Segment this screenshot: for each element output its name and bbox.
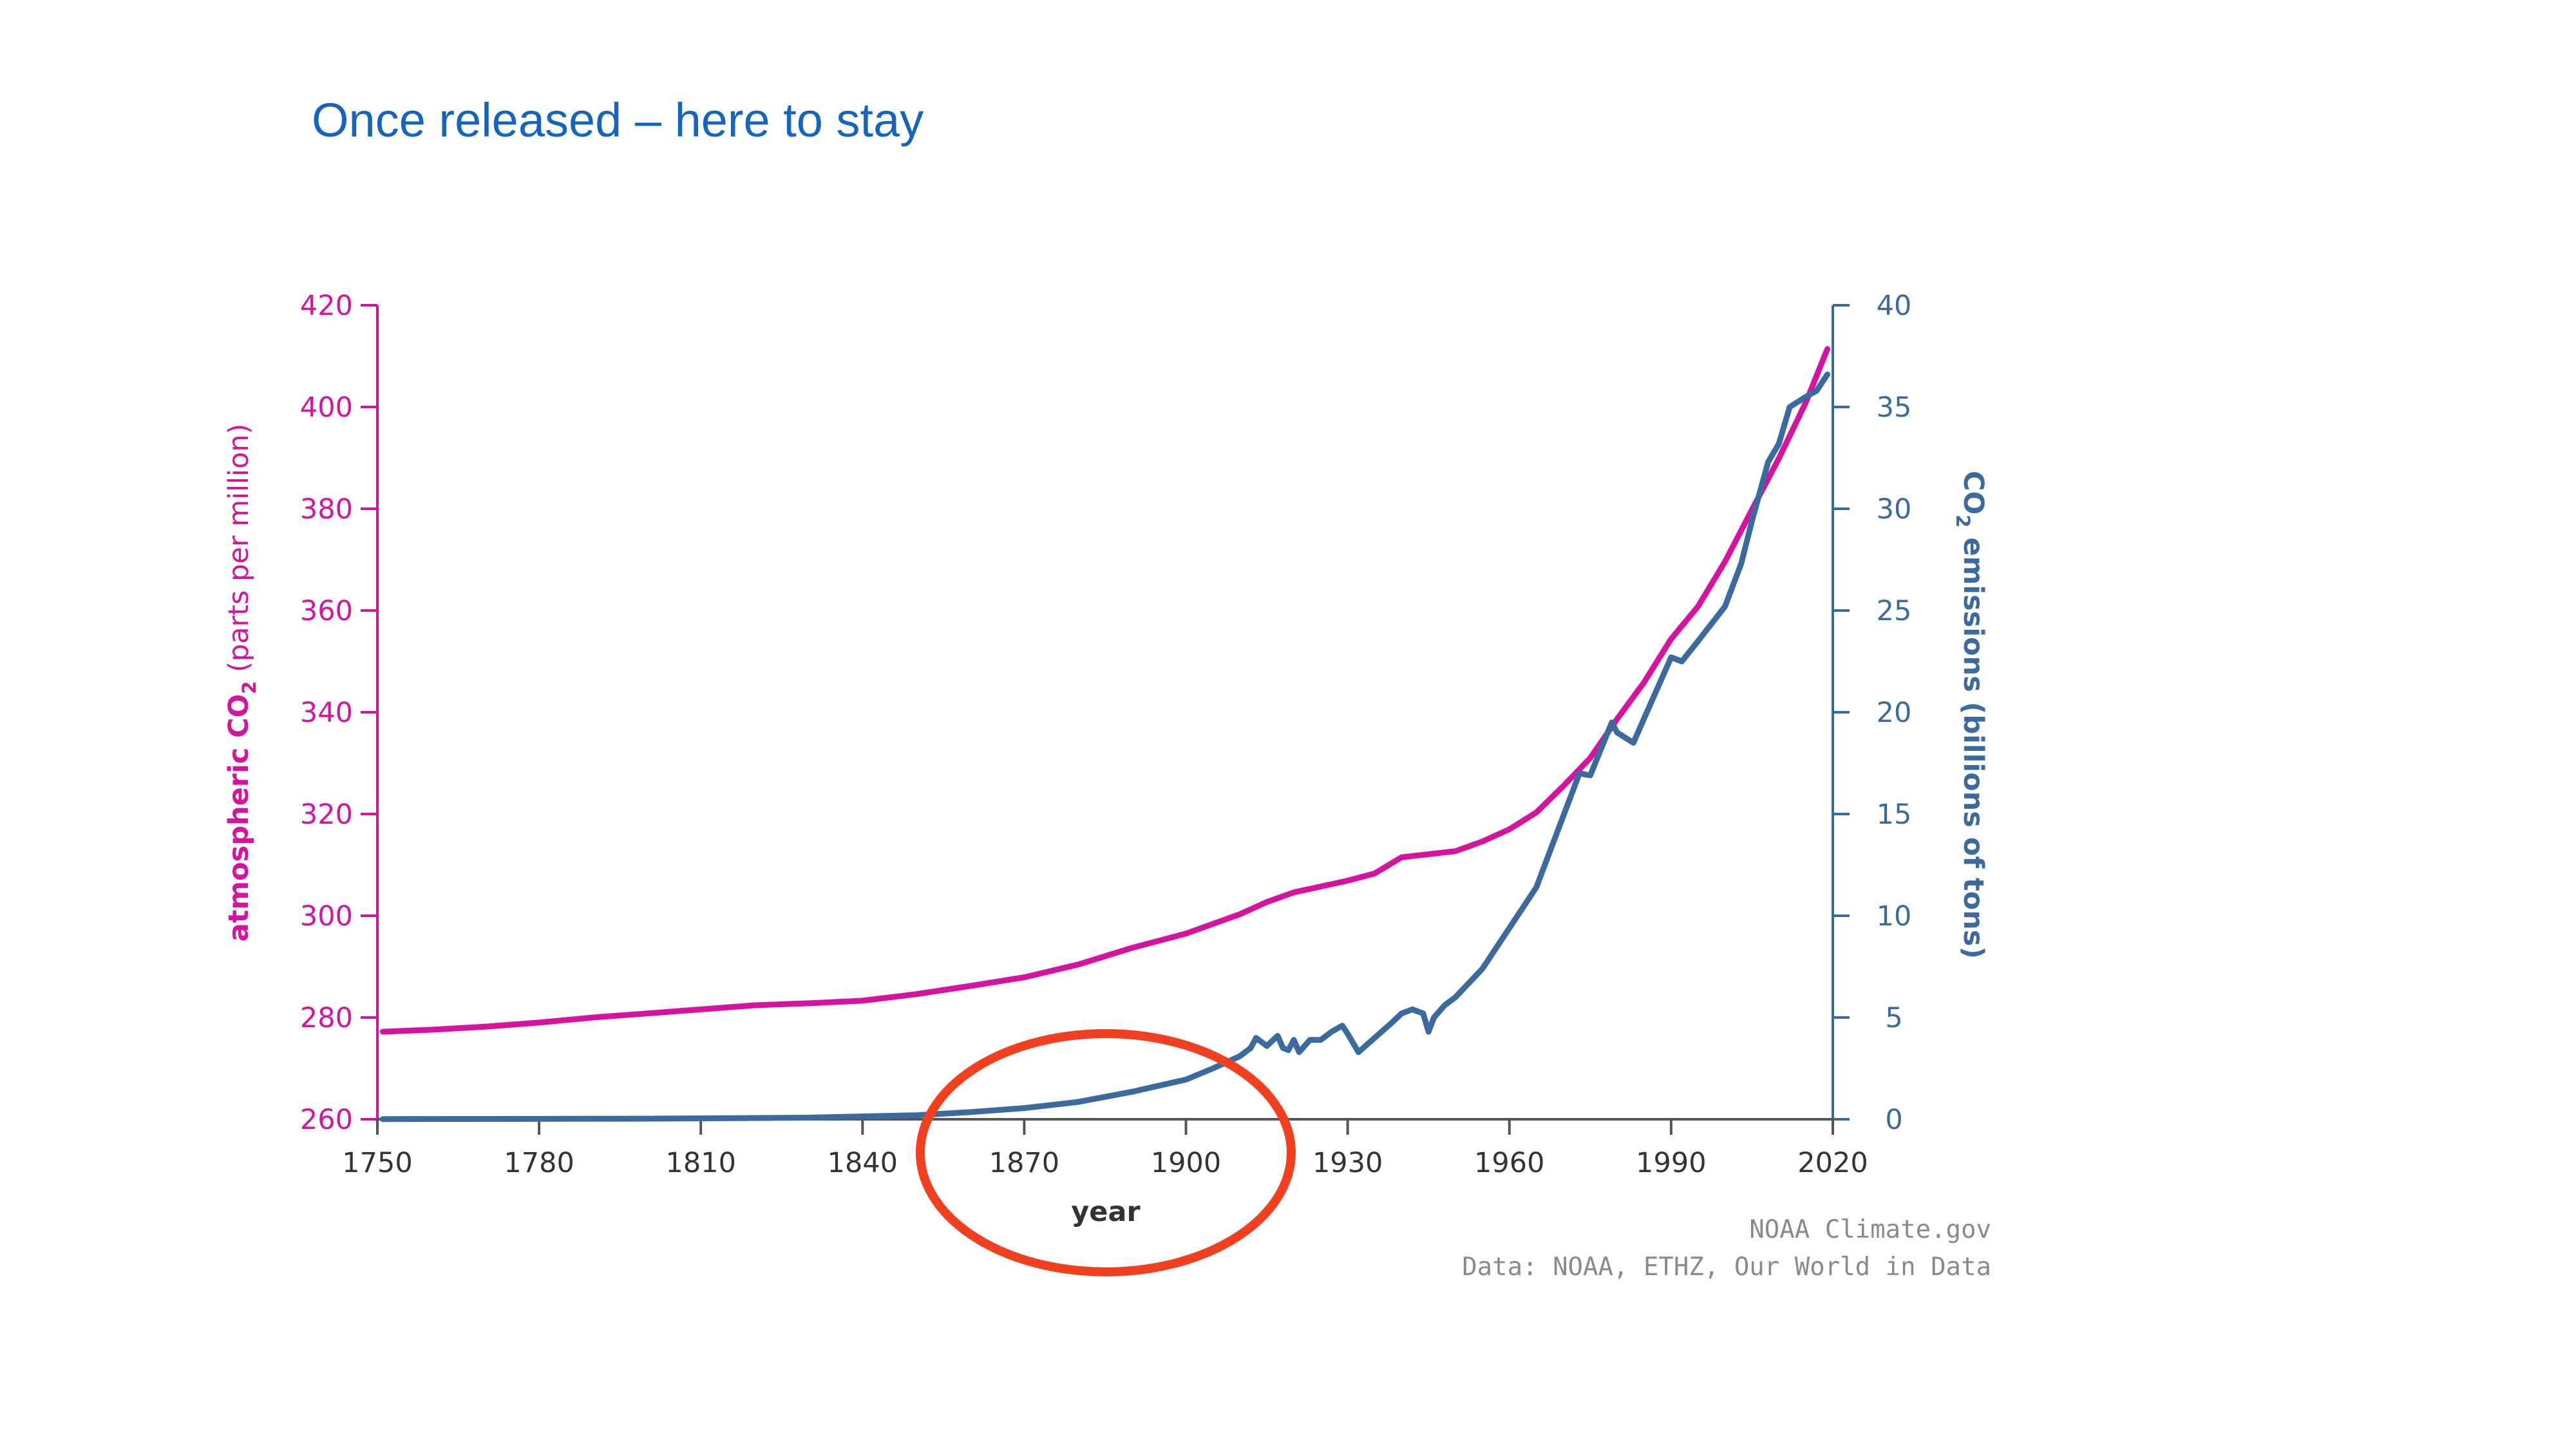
right-tick-label: 35 — [1877, 392, 1912, 424]
left-tick-label: 300 — [300, 900, 353, 933]
right-tick-label: 15 — [1877, 799, 1912, 831]
left-axis-label-sub: 2 — [238, 681, 260, 694]
x-tick-label: 1960 — [1474, 1147, 1544, 1179]
x-tick-label: 1990 — [1636, 1147, 1706, 1179]
x-tick-label: 1810 — [666, 1147, 736, 1179]
left-axis-label-main: atmospheric CO — [223, 694, 255, 942]
left-tick-label: 380 — [300, 493, 353, 526]
right-tick-label: 40 — [1877, 290, 1912, 322]
left-axis-ticks: 260 280 300 320 340 360 380 400 420 — [300, 290, 377, 1136]
left-tick-label: 320 — [300, 799, 353, 831]
slide-title: Once released – here to stay — [312, 93, 924, 147]
right-tick-label: 25 — [1877, 595, 1912, 627]
left-tick-label: 260 — [300, 1104, 353, 1136]
right-axis-label-rest: emissions (billions of tons) — [1957, 527, 1989, 959]
highlight-circle — [916, 1029, 1296, 1276]
right-tick-label: 10 — [1877, 900, 1912, 933]
x-tick-label: 2020 — [1797, 1147, 1868, 1179]
right-tick-label: 0 — [1885, 1104, 1902, 1136]
right-axis-label-sub: 2 — [1952, 515, 1974, 527]
right-axis-label: CO2 emissions (billions of tons) — [1952, 471, 1989, 959]
atmospheric-co2-line — [379, 346, 1831, 1035]
chart-axes — [376, 305, 1834, 1121]
x-tick-label: 1750 — [342, 1147, 412, 1179]
left-tick-label: 340 — [300, 697, 353, 729]
left-tick-label: 400 — [300, 392, 353, 424]
x-tick-label: 1780 — [504, 1147, 574, 1179]
x-axis-label: year — [1071, 1196, 1141, 1228]
credit-data: Data: NOAA, ETHZ, Our World in Data — [1462, 1253, 1991, 1282]
x-tick-label: 1930 — [1312, 1147, 1383, 1179]
credit-source: NOAA Climate.gov — [1749, 1215, 1991, 1244]
left-tick-label: 360 — [300, 595, 353, 627]
left-axis-label-rest: (parts per million) — [223, 424, 255, 681]
x-tick-label: 1900 — [1151, 1147, 1221, 1179]
co2-emissions-line — [379, 371, 1831, 1122]
x-tick-label: 1840 — [828, 1147, 898, 1179]
right-axis-ticks: 0 5 10 15 20 25 30 35 40 — [1833, 290, 1911, 1136]
right-tick-label: 20 — [1877, 697, 1912, 729]
right-tick-label: 5 — [1885, 1002, 1902, 1034]
left-tick-label: 420 — [300, 290, 353, 322]
chart-series — [379, 346, 1831, 1122]
left-axis-label: atmospheric CO2 (parts per million) — [223, 424, 260, 942]
right-axis-label-main: CO — [1957, 471, 1989, 515]
x-tick-label: 1870 — [989, 1147, 1059, 1179]
right-tick-label: 30 — [1877, 493, 1912, 526]
left-tick-label: 280 — [300, 1002, 353, 1034]
x-axis-ticks: 1750 1780 1810 1840 1870 1900 1930 1960 1990 2020 — [342, 1119, 1868, 1179]
